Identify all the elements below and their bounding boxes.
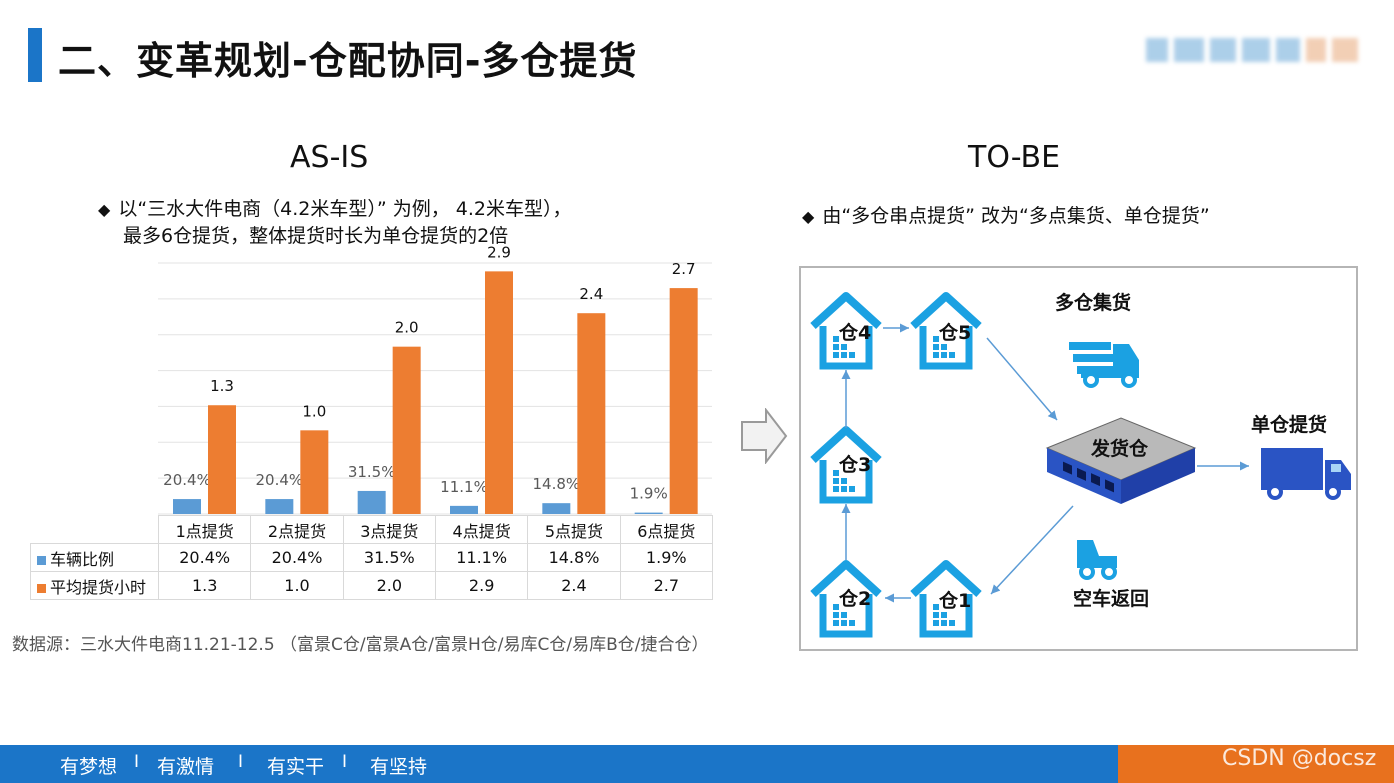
cell-ratio: 20.4% [157, 543, 252, 572]
footer-accent [1118, 745, 1394, 783]
bar-ratio [357, 490, 386, 514]
as-is-bullet-line1: 以“三水大件电商（4.2米车型）” 为例， 4.2米车型）， [118, 198, 572, 220]
warehouse-1-label: 仓1 [939, 590, 972, 612]
table-row-series-hours: 平均提货小时 1.3 1.0 2.0 2.9 2.4 2.7 [30, 571, 713, 600]
empty-truck-icon [1077, 540, 1117, 580]
bar-ratio [265, 499, 294, 514]
category-label: 4点提货 [434, 515, 529, 544]
legend-swatch [37, 555, 46, 565]
legend-label: 车辆比例 [50, 549, 115, 569]
to-be-bullet: ◆ 由“多仓串点提货” 改为“多点集货、单仓提货” [802, 203, 1210, 230]
data-label-ratio: 20.4% [163, 471, 211, 489]
bar-hours [300, 430, 329, 514]
cell-hours: 1.3 [157, 571, 252, 600]
bar-ratio [542, 503, 571, 514]
company-logo [1146, 30, 1362, 70]
legend-swatch [37, 583, 46, 593]
title-accent-bar [28, 28, 42, 82]
as-is-bullet: ◆ 以“三水大件电商（4.2米车型）” 为例， 4.2米车型）， 最多6仓提货，整… [98, 196, 572, 249]
bullet-diamond-icon: ◆ [802, 207, 815, 226]
series-header-hours: 平均提货小时 [30, 571, 159, 600]
diagram-canvas [801, 268, 1351, 653]
category-label: 5点提货 [527, 515, 621, 544]
box-truck-icon [1261, 448, 1351, 500]
return-arrow [990, 505, 1074, 595]
category-label: 3点提货 [342, 515, 436, 544]
data-label-hours: 2.0 [395, 319, 419, 337]
cell-ratio: 20.4% [250, 543, 344, 572]
bar-ratio [634, 512, 663, 514]
bar-hours [577, 313, 606, 514]
motto-3: 有实干 [267, 756, 325, 778]
data-source-note: 数据源：三水大件电商11.21-12.5 （富景C仓/富景A仓/富景H仓/易库C… [12, 635, 709, 655]
cell-ratio: 14.8% [527, 543, 621, 572]
data-label-hours: 2.4 [579, 285, 603, 303]
motto-4: 有坚持 [370, 756, 428, 778]
page-title: 二、变革规划-仓配协同-多仓提货 [58, 39, 638, 83]
cell-hours: 2.7 [619, 571, 713, 600]
empty-return-label: 空车返回 [1073, 588, 1150, 610]
category-label: 1点提货 [157, 515, 252, 544]
cell-ratio: 1.9% [619, 543, 713, 572]
table-row-categories: 1点提货 2点提货 3点提货 4点提货 5点提货 6点提货 [31, 515, 713, 544]
data-label-ratio: 1.9% [630, 485, 668, 503]
transition-arrow-icon [741, 408, 788, 464]
single-pickup-label: 单仓提货 [1251, 414, 1328, 436]
truck-collect-icon [1069, 342, 1139, 388]
multi-collect-label: 多仓集货 [1055, 292, 1132, 314]
data-label-ratio: 31.5% [348, 463, 396, 481]
data-label-ratio: 11.1% [440, 478, 488, 496]
warehouse-3-label: 仓3 [839, 454, 872, 476]
series-header-ratio: 车辆比例 [30, 543, 159, 572]
cell-hours: 2.4 [527, 571, 621, 600]
to-be-heading: TO-BE [968, 140, 1061, 175]
bar-hours [485, 271, 513, 514]
chart-data-table: 1点提货 2点提货 3点提货 4点提货 5点提货 6点提货 车辆比例 20.4% 20.4% 3… [30, 515, 713, 600]
csdn-watermark: CSDN @docsz [1222, 746, 1377, 771]
cell-hours: 2.9 [434, 571, 529, 600]
legend-label: 平均提货小时 [50, 577, 147, 597]
bar-ratio [173, 499, 201, 514]
bar-hours [392, 346, 421, 514]
motto-1: 有梦想 [60, 756, 118, 778]
cell-hours: 1.0 [250, 571, 344, 600]
table-row-series-ratio: 车辆比例 20.4% 20.4% 31.5% 11.1% 14.8% 1.9% [30, 543, 713, 572]
bullet-diamond-icon: ◆ [98, 200, 111, 219]
motto-2: 有激情 [157, 756, 215, 778]
motto-separator: I [134, 752, 140, 772]
data-label-hours: 1.0 [302, 402, 326, 420]
warehouse-2-label: 仓2 [839, 588, 872, 610]
to-be-diagram: 仓4 仓5 仓3 仓2 仓1 发货仓 多仓集货 单仓提货 空车返回 [799, 266, 1358, 651]
cell-ratio: 31.5% [342, 543, 436, 572]
cell-hours: 2.0 [342, 571, 436, 600]
warehouse-5-label: 仓5 [939, 322, 972, 344]
category-label: 2点提货 [250, 515, 344, 544]
cell-ratio: 11.1% [434, 543, 529, 572]
hub-label: 发货仓 [1091, 438, 1149, 460]
motto-separator: I [238, 752, 244, 772]
data-label-ratio: 14.8% [533, 475, 581, 493]
data-label-ratio: 20.4% [256, 471, 304, 489]
as-is-bullet-line2: 最多6仓提货，整体提货时长为单仓提货的2倍 [123, 225, 509, 247]
data-label-hours: 1.3 [210, 377, 234, 395]
category-label: 6点提货 [619, 515, 713, 544]
motto-separator: I [342, 752, 348, 772]
bar-hours [669, 288, 698, 514]
as-is-heading: AS-IS [290, 140, 369, 175]
bar-ratio [450, 505, 478, 514]
data-label-hours: 2.7 [672, 260, 696, 278]
route-arrow [986, 337, 1058, 421]
bar-hours [208, 405, 236, 514]
to-be-bullet-text: 由“多仓串点提货” 改为“多点集货、单仓提货” [822, 205, 1210, 227]
warehouse-4-label: 仓4 [839, 322, 872, 344]
hub-warehouse-icon [1045, 417, 1197, 504]
